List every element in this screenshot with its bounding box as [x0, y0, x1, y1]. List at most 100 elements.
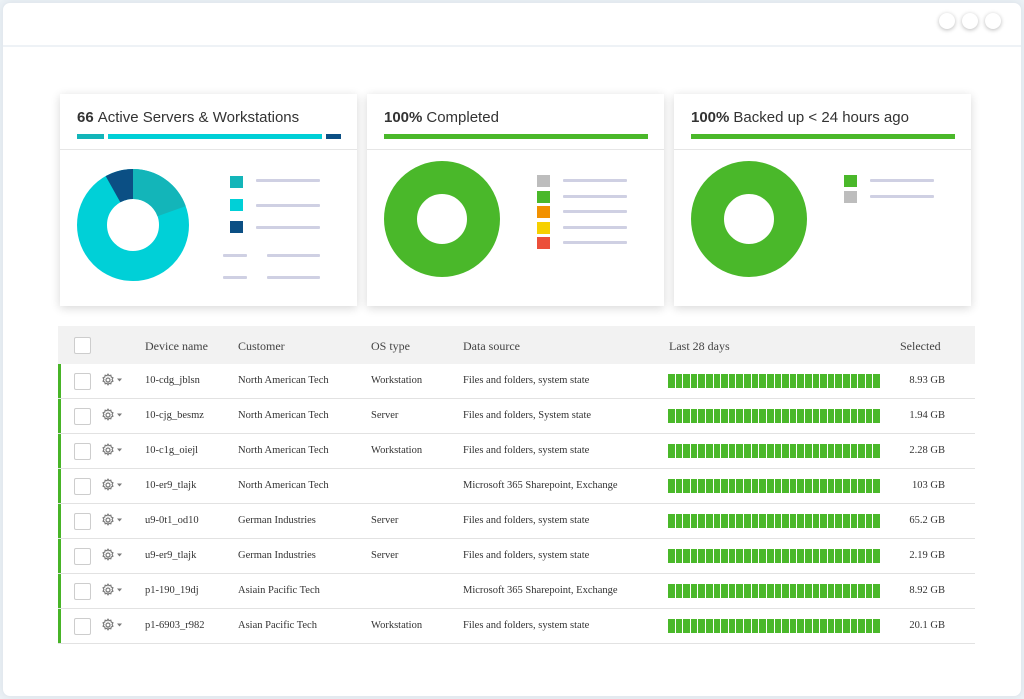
- column-selected[interactable]: Selected: [900, 339, 941, 353]
- day-status-block: [690, 584, 698, 598]
- day-status-block: [683, 549, 690, 563]
- data-source: Files and folders, system state: [463, 515, 590, 526]
- row-checkbox[interactable]: [74, 513, 91, 530]
- row-checkbox[interactable]: [74, 548, 91, 565]
- day-status-block: [698, 374, 706, 388]
- day-status-block: [774, 444, 782, 458]
- last-28-days-bar: [668, 374, 881, 388]
- data-source: Microsoft 365 Sharepoint, Exchange: [463, 480, 618, 491]
- row-checkbox[interactable]: [74, 408, 91, 425]
- device-name[interactable]: u9-er9_tlajk: [145, 550, 197, 561]
- device-name[interactable]: p1-6903_r982: [145, 620, 205, 631]
- row-status-accent: [58, 504, 61, 538]
- device-name[interactable]: 10-er9_tlajk: [145, 480, 197, 491]
- table-row[interactable]: p1-190_19dj Asiain Pacific Tech Microsoft …: [58, 574, 975, 609]
- select-all-checkbox[interactable]: [74, 337, 91, 354]
- day-status-block: [789, 514, 797, 528]
- table-row[interactable]: u9-er9_tlajk German Industries Server Files…: [58, 539, 975, 574]
- customer-name: North American Tech: [238, 480, 329, 491]
- row-checkbox[interactable]: [74, 618, 91, 635]
- gear-icon[interactable]: [100, 511, 124, 529]
- gear-icon[interactable]: [100, 406, 124, 424]
- row-status-accent: [58, 609, 61, 643]
- day-status-block: [835, 619, 843, 633]
- day-status-block: [721, 479, 728, 493]
- day-status-block: [774, 549, 782, 563]
- day-status-block: [835, 584, 843, 598]
- device-name[interactable]: p1-190_19dj: [145, 585, 199, 596]
- day-status-block: [820, 549, 827, 563]
- table-row[interactable]: u9-0t1_od10 German Industries Server Files …: [58, 504, 975, 539]
- row-checkbox[interactable]: [74, 583, 91, 600]
- day-status-block: [721, 514, 728, 528]
- day-status-block: [736, 619, 744, 633]
- table-row[interactable]: p1-6903_r982 Asian Pacific Tech Workstatio…: [58, 609, 975, 644]
- legend-line: [256, 226, 320, 229]
- device-name[interactable]: 10-cjg_besmz: [145, 410, 204, 421]
- legend-swatch: [230, 199, 243, 211]
- table-row[interactable]: 10-cjg_besmz North American Tech Server Fil…: [58, 399, 975, 434]
- device-name[interactable]: 10-cdg_jblsn: [145, 375, 200, 386]
- table-row[interactable]: 10-c1g_oiejl North American Tech Workstati…: [58, 434, 975, 469]
- gear-icon[interactable]: [100, 441, 124, 459]
- row-checkbox[interactable]: [74, 373, 91, 390]
- card-title: 100% Completed: [384, 109, 499, 126]
- day-status-block: [865, 479, 873, 493]
- card-completed[interactable]: 100% Completed: [367, 94, 664, 306]
- row-checkbox[interactable]: [74, 478, 91, 495]
- gear-icon[interactable]: [100, 371, 124, 389]
- day-status-block: [706, 374, 713, 388]
- card-active-devices[interactable]: 66 Active Servers & Workstations: [60, 94, 357, 306]
- table-row[interactable]: 10-cdg_jblsn North American Tech Workstati…: [58, 364, 975, 399]
- day-status-block: [766, 479, 774, 493]
- device-name[interactable]: u9-0t1_od10: [145, 515, 199, 526]
- day-status-block: [789, 584, 797, 598]
- day-status-block: [683, 514, 690, 528]
- day-status-block: [820, 444, 827, 458]
- day-status-block: [675, 549, 683, 563]
- gear-icon[interactable]: [100, 616, 124, 634]
- day-status-block: [675, 479, 683, 493]
- gear-icon[interactable]: [100, 476, 124, 494]
- row-checkbox[interactable]: [74, 443, 91, 460]
- day-status-block: [759, 584, 766, 598]
- day-status-block: [736, 374, 744, 388]
- last-28-days-bar: [668, 619, 881, 633]
- day-status-block: [728, 374, 736, 388]
- day-status-block: [736, 514, 744, 528]
- day-status-block: [820, 619, 827, 633]
- day-status-block: [843, 514, 850, 528]
- column-data-source[interactable]: Data source: [463, 339, 520, 353]
- day-status-block: [804, 549, 812, 563]
- table-row[interactable]: 10-er9_tlajk North American Tech Microsoft…: [58, 469, 975, 504]
- data-source: Microsoft 365 Sharepoint, Exchange: [463, 585, 618, 596]
- device-name[interactable]: 10-c1g_oiejl: [145, 445, 199, 456]
- selected-size: 8.93 GB: [909, 375, 945, 386]
- column-last-28-days[interactable]: Last 28 days: [669, 339, 730, 353]
- day-status-block: [736, 549, 744, 563]
- column-os-type[interactable]: OS type: [371, 339, 410, 353]
- day-status-block: [683, 584, 690, 598]
- gear-icon[interactable]: [100, 581, 124, 599]
- day-status-block: [797, 409, 804, 423]
- customer-name: Asian Pacific Tech: [238, 620, 317, 631]
- column-device-name[interactable]: Device name: [145, 339, 208, 353]
- window-dot-2[interactable]: [962, 13, 978, 29]
- day-status-block: [827, 444, 835, 458]
- window-dot-3[interactable]: [985, 13, 1001, 29]
- gear-icon[interactable]: [100, 546, 124, 564]
- donut-chart: [77, 169, 189, 281]
- day-status-block: [858, 514, 865, 528]
- card-header: 66 Active Servers & Workstations: [60, 94, 357, 150]
- day-status-block: [736, 444, 744, 458]
- day-status-block: [774, 374, 782, 388]
- legend-line: [563, 226, 627, 229]
- legend-line: [870, 195, 934, 198]
- day-status-block: [706, 549, 713, 563]
- column-customer[interactable]: Customer: [238, 339, 285, 353]
- day-status-block: [789, 549, 797, 563]
- card-backed-up[interactable]: 100% Backed up < 24 hours ago: [674, 94, 971, 306]
- window-dot-1[interactable]: [939, 13, 955, 29]
- day-status-block: [721, 409, 728, 423]
- day-status-block: [698, 479, 706, 493]
